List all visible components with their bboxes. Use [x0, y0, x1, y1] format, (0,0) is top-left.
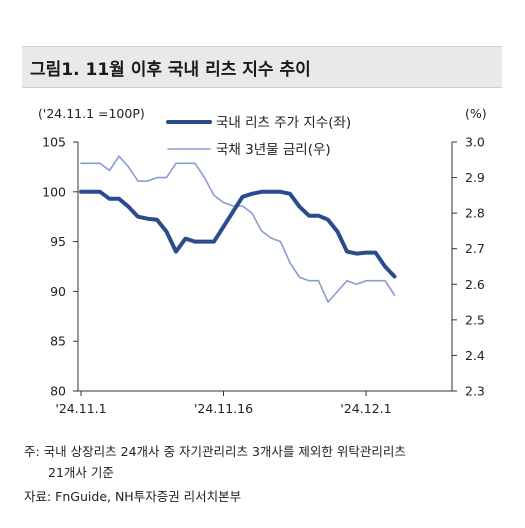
y-right-tick-label: 2.3 [465, 384, 485, 399]
y-left-tick-label: 80 [50, 384, 66, 399]
x-tick-label: '24.11.16 [194, 401, 253, 416]
x-tick-label: '24.12.1 [340, 401, 391, 416]
y-left-tick-label: 100 [42, 184, 66, 199]
y-right-tick-label: 2.8 [465, 206, 485, 221]
right-unit-label: (%) [465, 106, 487, 121]
y-left-tick-label: 95 [50, 234, 66, 249]
footnote-line2: 21개사 기준 [48, 465, 114, 480]
legend-reits-label: 국내 리츠 주가 지수(좌) [216, 115, 351, 131]
legend-bond-label: 국채 3년물 금리(우) [216, 142, 331, 158]
y-right-tick-label: 2.5 [465, 312, 485, 327]
y-right-tick-label: 2.9 [465, 170, 485, 185]
series-line-reits-index [79, 189, 397, 279]
chart-title: 그림1. 11월 이후 국내 리츠 지수 추이 [30, 60, 311, 80]
y-left-tick-label: 105 [42, 135, 66, 150]
y-left-tick-label: 90 [50, 284, 66, 299]
source-note: 자료: FnGuide, NH투자증권 리서치본부 [24, 489, 242, 504]
footnote-line1: 주: 국내 상장리츠 24개사 중 자기관리리츠 3개사를 제외한 위탁관리리츠 [24, 444, 406, 459]
y-left-tick-label: 85 [50, 334, 66, 349]
y-right-tick-label: 3.0 [465, 135, 485, 150]
y-right-tick-label: 2.4 [465, 348, 485, 363]
x-tick-label: '24.11.1 [55, 401, 106, 416]
series-line-bond-yield [80, 155, 396, 303]
y-right-tick-label: 2.7 [465, 241, 485, 256]
left-unit-label: ('24.11.1 =100P) [38, 106, 145, 121]
y-right-tick-label: 2.6 [465, 277, 485, 292]
title-bar: 그림1. 11월 이후 국내 리츠 지수 추이 [22, 46, 502, 88]
